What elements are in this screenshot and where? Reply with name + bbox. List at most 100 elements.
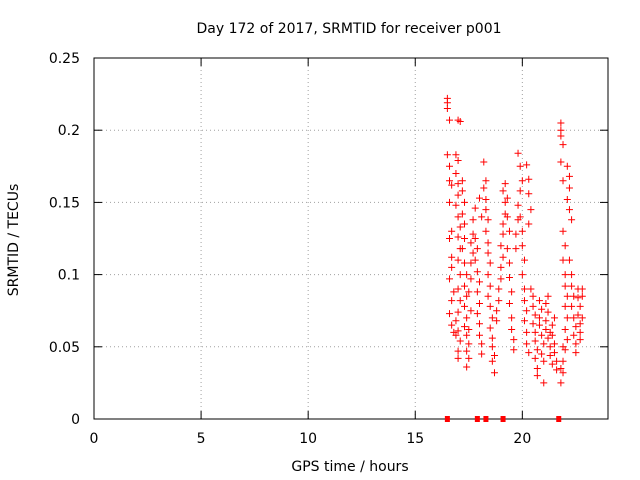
- data-point: [501, 198, 509, 206]
- data-point: [557, 132, 565, 140]
- data-point: [461, 282, 469, 290]
- x-tick-label: 10: [299, 431, 317, 447]
- data-point: [482, 227, 490, 235]
- data-point: [471, 256, 479, 264]
- data-point: [465, 354, 473, 362]
- data-point: [559, 256, 567, 264]
- data-point: [463, 363, 471, 371]
- data-point: [461, 220, 469, 228]
- data-point: [478, 340, 486, 348]
- data-point: [469, 230, 477, 238]
- data-point: [565, 206, 573, 214]
- data-point: [467, 239, 475, 247]
- data-point: [568, 271, 576, 279]
- data-point: [514, 201, 522, 209]
- data-point: [465, 325, 473, 333]
- data-point: [488, 314, 496, 322]
- data-point: [454, 347, 462, 355]
- data-point: [525, 190, 533, 198]
- data-point: [548, 331, 556, 339]
- data-point: [520, 317, 528, 325]
- data-point: [452, 317, 460, 325]
- data-point: [565, 256, 573, 264]
- data-point: [559, 343, 567, 351]
- data-point: [458, 210, 466, 218]
- data-point: [486, 324, 494, 332]
- data-point: [570, 331, 578, 339]
- data-point: [523, 340, 531, 348]
- data-point: [576, 320, 584, 328]
- data-point: [495, 285, 503, 293]
- data-point: [576, 302, 584, 310]
- data-point: [512, 230, 520, 238]
- data-point: [505, 273, 513, 281]
- data-point: [561, 271, 569, 279]
- y-tick-label: 0.1: [58, 268, 80, 284]
- data-point: [544, 308, 552, 316]
- data-point: [514, 149, 522, 157]
- data-point: [497, 275, 505, 283]
- data-point: [544, 292, 552, 300]
- data-point: [531, 328, 539, 336]
- data-point: [448, 227, 456, 235]
- data-point: [527, 285, 535, 293]
- data-point: [544, 334, 552, 342]
- data-point: [559, 177, 567, 185]
- x-axis-label: GPS time / hours: [291, 459, 408, 475]
- y-tick-label: 0.15: [49, 195, 80, 211]
- data-point: [529, 292, 537, 300]
- data-point: [446, 162, 454, 170]
- data-point: [538, 350, 546, 358]
- data-point: [476, 299, 483, 307]
- data-point: [523, 328, 531, 336]
- data-point: [463, 314, 471, 322]
- data-point: [458, 187, 466, 195]
- data-point: [454, 180, 462, 188]
- data-point: [563, 196, 571, 204]
- data-point: [495, 297, 503, 305]
- data-point: [452, 151, 460, 159]
- data-point: [508, 314, 516, 322]
- zero-data-point: [556, 416, 562, 422]
- data-point: [482, 177, 490, 185]
- data-point: [546, 351, 554, 359]
- data-point: [497, 242, 505, 250]
- data-point: [525, 175, 533, 183]
- data-point: [446, 116, 454, 124]
- data-point: [499, 253, 507, 261]
- data-point: [505, 227, 513, 235]
- data-point: [461, 259, 469, 267]
- data-point: [529, 302, 537, 310]
- data-point: [490, 351, 498, 359]
- data-point: [454, 308, 462, 316]
- data-point: [518, 177, 526, 185]
- data-point: [473, 310, 481, 318]
- data-point: [546, 343, 554, 351]
- data-point: [476, 278, 483, 286]
- data-point: [469, 216, 477, 224]
- data-point: [461, 198, 469, 206]
- data-point: [570, 314, 578, 322]
- data-point: [523, 307, 531, 315]
- zero-data-point: [500, 416, 506, 422]
- data-point: [454, 285, 462, 293]
- data-point: [535, 297, 543, 305]
- zero-data-point: [483, 416, 489, 422]
- data-point: [559, 357, 567, 365]
- data-point: [550, 314, 558, 322]
- data-point: [563, 336, 571, 344]
- data-point: [508, 288, 516, 296]
- data-point: [533, 372, 541, 380]
- data-point: [497, 263, 505, 271]
- data-point: [557, 379, 565, 387]
- x-tick-label: 5: [197, 431, 206, 447]
- data-point: [452, 170, 460, 178]
- data-point: [553, 366, 561, 374]
- y-tick-label: 0.25: [49, 51, 80, 67]
- data-point: [446, 310, 454, 318]
- data-point: [542, 325, 550, 333]
- data-point: [463, 292, 471, 300]
- zero-data-point: [474, 416, 480, 422]
- data-point: [525, 349, 533, 357]
- data-point: [520, 256, 528, 264]
